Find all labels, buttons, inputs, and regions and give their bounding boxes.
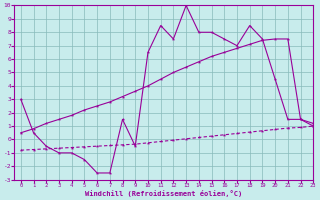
- X-axis label: Windchill (Refroidissement éolien,°C): Windchill (Refroidissement éolien,°C): [85, 190, 243, 197]
